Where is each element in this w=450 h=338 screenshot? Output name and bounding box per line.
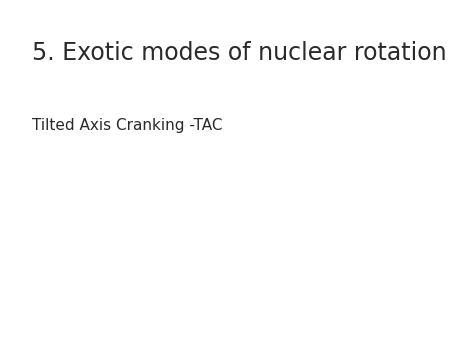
Text: 5. Exotic modes of nuclear rotation: 5. Exotic modes of nuclear rotation — [32, 41, 446, 65]
Text: Tilted Axis Cranking -TAC: Tilted Axis Cranking -TAC — [32, 118, 222, 133]
